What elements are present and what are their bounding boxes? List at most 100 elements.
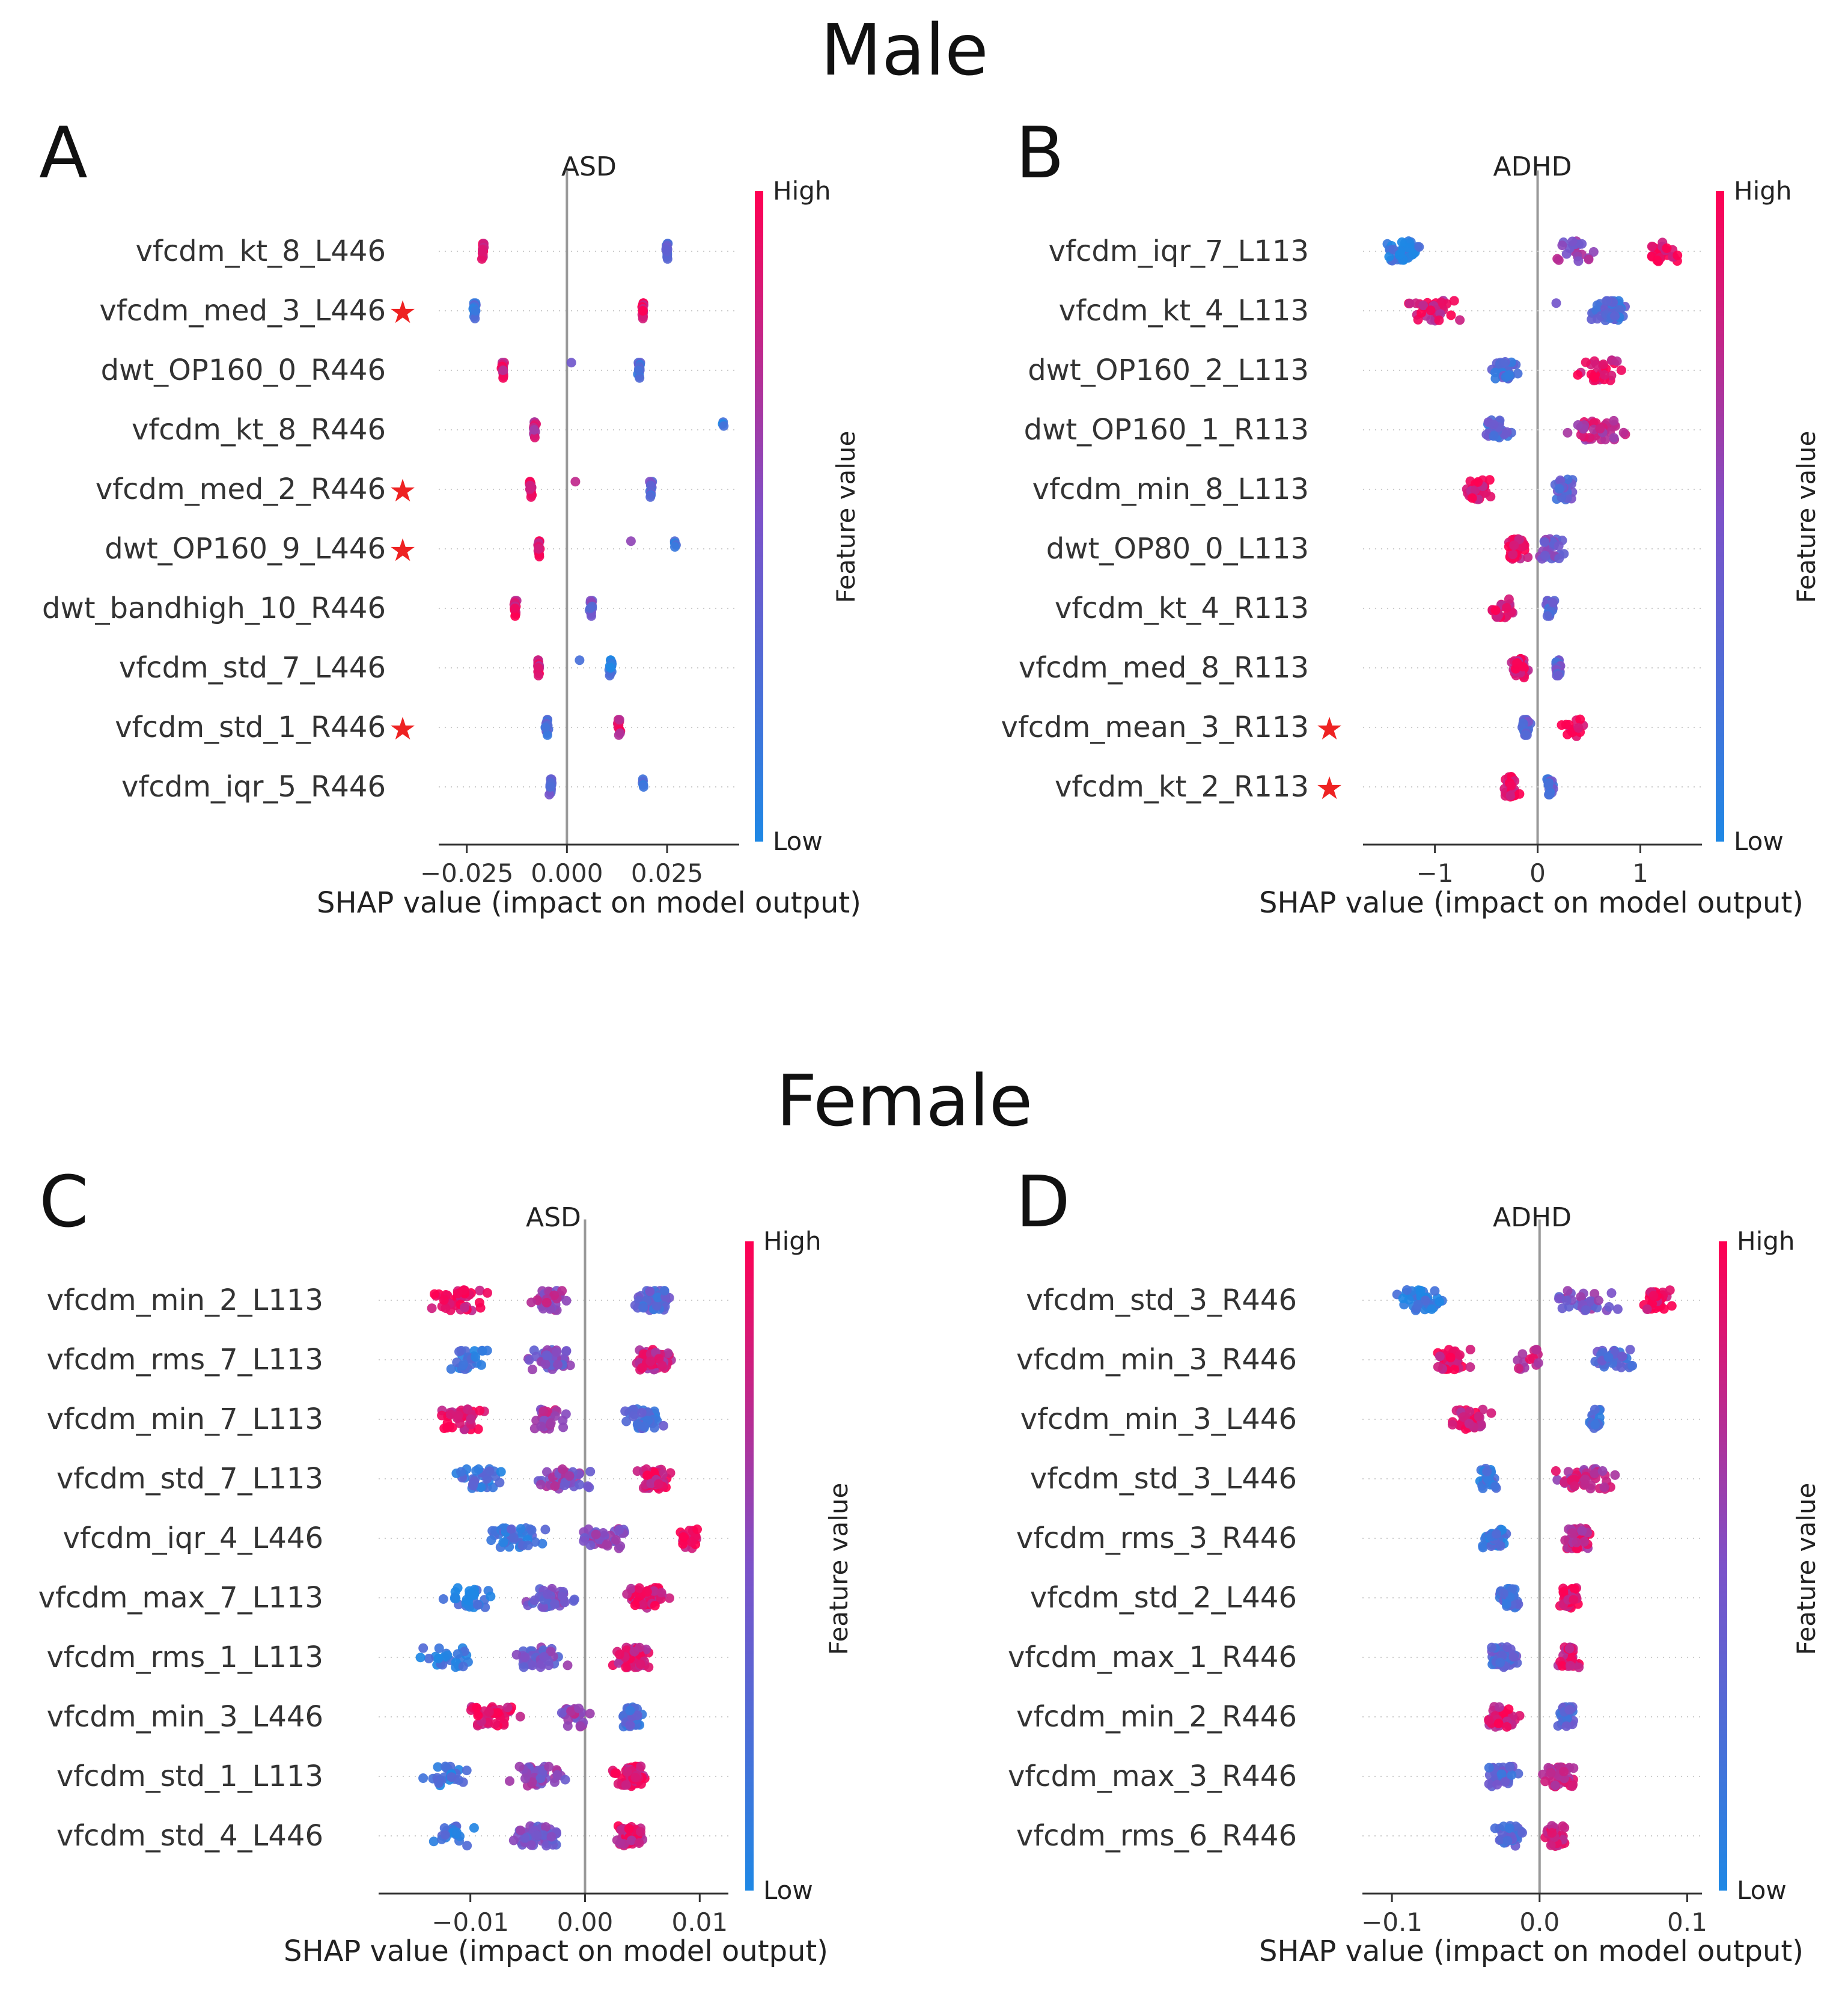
feature-label: vfcdm_std_7_L113 <box>56 1462 323 1496</box>
shap-point <box>557 1464 567 1474</box>
shap-point <box>1495 1657 1505 1668</box>
shap-point <box>1647 242 1657 251</box>
shap-point <box>1665 1285 1675 1295</box>
shap-point <box>544 1761 554 1772</box>
shap-point <box>1489 431 1499 441</box>
feature-label: vfcdm_rms_6_R446 <box>1016 1819 1297 1853</box>
shap-point <box>498 373 508 383</box>
colorbar-low-label: Low <box>1734 827 1784 856</box>
shap-point <box>1496 1769 1507 1779</box>
feature-label: vfcdm_min_3_R446 <box>1016 1343 1297 1377</box>
shap-point <box>475 1285 485 1295</box>
shap-point <box>477 1346 487 1356</box>
shap-point <box>463 1404 473 1414</box>
shap-point <box>1588 247 1599 257</box>
x-tick-label: 0.01 <box>672 1907 728 1937</box>
shap-point <box>561 1346 572 1356</box>
shap-point <box>614 730 624 740</box>
shap-point <box>1565 1661 1575 1671</box>
shap-point <box>575 1479 585 1490</box>
shap-point <box>657 1360 667 1371</box>
shap-point <box>466 1414 476 1424</box>
shap-point <box>614 1658 624 1668</box>
shap-point <box>557 1591 567 1601</box>
shap-point <box>1579 1537 1589 1547</box>
shap-point <box>1595 424 1605 434</box>
colorbar-high-label: High <box>773 176 831 206</box>
shap-point <box>653 1292 663 1303</box>
shap-point <box>624 1824 634 1834</box>
shap-point <box>1573 256 1584 266</box>
shap-point <box>510 611 520 621</box>
shap-point <box>1459 1412 1469 1422</box>
shap-point <box>1597 1466 1608 1476</box>
shap-point <box>613 1779 623 1789</box>
shap-point <box>1652 255 1662 266</box>
shap-point <box>1415 1285 1426 1295</box>
shap-point <box>1404 298 1415 308</box>
shap-point <box>1447 1420 1457 1430</box>
shap-point <box>1414 242 1424 252</box>
shap-point <box>1517 542 1527 552</box>
shap-point <box>1618 427 1629 438</box>
shap-point <box>462 1841 472 1851</box>
shap-point <box>638 306 648 316</box>
shap-point <box>473 1424 483 1434</box>
shap-point <box>542 730 552 740</box>
feature-label: vfcdm_iqr_4_L446 <box>63 1521 323 1555</box>
shap-point <box>549 1290 560 1300</box>
shap-point <box>1501 1599 1511 1609</box>
shap-point <box>1433 1362 1443 1372</box>
feature-label: vfcdm_iqr_5_R446 <box>121 770 386 804</box>
shap-point <box>1493 1719 1504 1728</box>
x-tick-label: −0.1 <box>1361 1907 1423 1937</box>
shap-point <box>477 254 487 264</box>
shap-point <box>1426 315 1436 325</box>
shap-point <box>1667 1301 1677 1311</box>
shap-point <box>1506 780 1516 790</box>
shap-point <box>508 1533 519 1543</box>
shap-point <box>1610 1470 1620 1480</box>
shap-point <box>1570 1481 1580 1491</box>
feature-label: vfcdm_std_4_L446 <box>56 1819 323 1853</box>
shap-point <box>458 1662 468 1672</box>
shap-point <box>510 604 520 613</box>
shap-point <box>1474 1411 1484 1422</box>
shap-point <box>1561 1721 1572 1731</box>
shap-point <box>477 1360 486 1370</box>
shap-point <box>1575 714 1585 724</box>
shap-point <box>1494 1702 1504 1712</box>
shap-point <box>1576 1292 1586 1302</box>
shap-point <box>1604 1302 1614 1312</box>
shap-point <box>1449 296 1459 306</box>
shap-point <box>569 1596 579 1606</box>
feature-label: dwt_OP80_0_L113 <box>1046 532 1309 566</box>
shap-point <box>418 1643 428 1653</box>
shap-point <box>1616 1362 1626 1372</box>
shap-point <box>1502 1722 1512 1732</box>
shap-point <box>1609 433 1619 443</box>
shap-point <box>1514 1363 1523 1374</box>
shap-point <box>534 551 544 561</box>
colorbar <box>1716 191 1724 842</box>
shap-point <box>1430 1286 1440 1296</box>
shap-point <box>1573 723 1584 733</box>
shap-point <box>1564 1644 1575 1654</box>
shap-point <box>634 1838 644 1848</box>
shap-point <box>1542 611 1552 621</box>
shap-point <box>645 492 656 502</box>
shap-point <box>1599 359 1608 369</box>
shap-point <box>455 1419 465 1428</box>
shap-point <box>566 1706 576 1716</box>
shap-point <box>1561 249 1572 259</box>
shap-point <box>579 1536 589 1546</box>
shap-point <box>1563 474 1573 485</box>
feature-label: vfcdm_rms_3_R446 <box>1016 1521 1297 1555</box>
shap-point <box>441 1303 451 1313</box>
shap-point <box>1564 720 1574 730</box>
shap-point <box>473 1600 483 1610</box>
shap-point <box>541 1822 551 1832</box>
shap-point <box>536 1421 546 1431</box>
shap-point <box>1574 1662 1584 1672</box>
